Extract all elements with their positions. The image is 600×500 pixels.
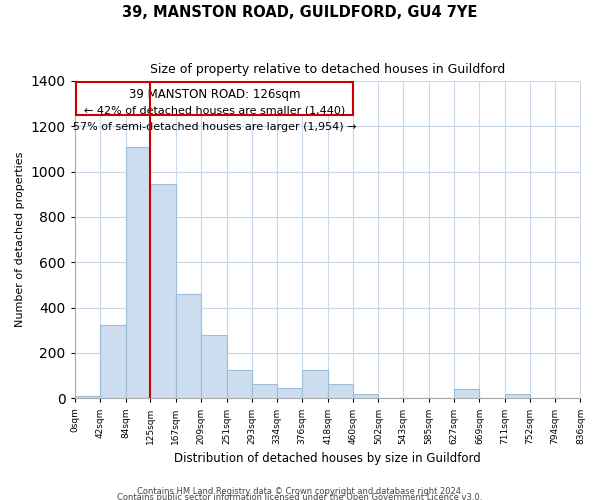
Text: 57% of semi-detached houses are larger (1,954) →: 57% of semi-detached houses are larger (… [73,122,356,132]
Text: Contains public sector information licensed under the Open Government Licence v3: Contains public sector information licen… [118,492,482,500]
Text: Contains HM Land Registry data © Crown copyright and database right 2024.: Contains HM Land Registry data © Crown c… [137,486,463,496]
Bar [176,294,201,399]
FancyBboxPatch shape [76,82,353,115]
Bar [353,394,379,398]
Bar [252,384,277,398]
X-axis label: Distribution of detached houses by size in Guildford: Distribution of detached houses by size … [174,452,481,465]
Bar [454,389,479,398]
Bar [302,370,328,398]
Text: ← 42% of detached houses are smaller (1,440): ← 42% of detached houses are smaller (1,… [84,106,345,116]
Y-axis label: Number of detached properties: Number of detached properties [15,152,25,327]
Bar [151,184,176,398]
Bar [505,394,530,398]
Bar [227,370,252,398]
Title: Size of property relative to detached houses in Guildford: Size of property relative to detached ho… [150,62,505,76]
Text: 39 MANSTON ROAD: 126sqm: 39 MANSTON ROAD: 126sqm [129,88,300,102]
Bar [201,335,227,398]
Bar [328,384,353,398]
Bar [75,396,100,398]
Text: 39, MANSTON ROAD, GUILDFORD, GU4 7YE: 39, MANSTON ROAD, GUILDFORD, GU4 7YE [122,5,478,20]
Bar [100,324,125,398]
Bar [125,146,151,398]
Bar [277,388,302,398]
